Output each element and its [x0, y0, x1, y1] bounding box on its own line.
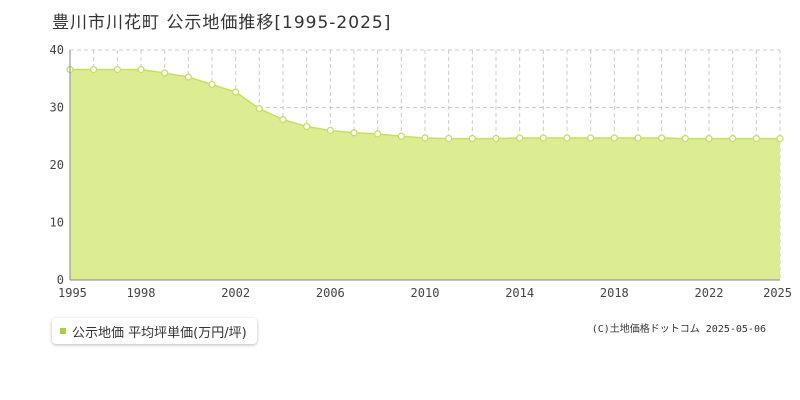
x-tick-label: 2006 — [316, 286, 345, 300]
y-tick-labels: 0 10 20 30 40 — [50, 43, 64, 287]
data-point — [279, 115, 287, 124]
data-point — [232, 88, 240, 96]
y-tick-label: 10 — [50, 216, 64, 230]
x-tick-label: 2022 — [695, 286, 724, 300]
series-markers — [66, 65, 784, 143]
x-tick-label: 2018 — [600, 286, 629, 300]
x-tick-label: 2014 — [505, 286, 534, 300]
data-point — [208, 80, 216, 89]
data-point — [184, 73, 192, 81]
data-point — [468, 134, 476, 143]
data-point — [634, 134, 642, 142]
chart-title: 豊川市川花町 公示地価推移[1995-2025] — [52, 13, 392, 33]
data-point — [776, 134, 784, 143]
x-tick-label: 1998 — [127, 286, 156, 300]
data-point — [705, 134, 713, 143]
data-point — [326, 126, 334, 135]
data-point — [445, 134, 453, 143]
data-point — [563, 134, 571, 142]
copyright-text: (C)土地価格ドットコム 2025-05-06 — [591, 324, 766, 335]
data-point — [303, 122, 311, 131]
x-tick-label: 1995 — [58, 286, 87, 300]
data-point — [587, 134, 595, 142]
data-point — [516, 134, 524, 142]
x-tick-label: 2010 — [411, 286, 440, 300]
x-tick-label: 2002 — [221, 286, 250, 300]
data-point — [492, 134, 500, 143]
y-tick-label: 20 — [50, 158, 64, 172]
data-point — [137, 65, 145, 74]
y-tick-label: 30 — [50, 101, 64, 115]
data-point — [658, 134, 666, 142]
data-point — [255, 105, 263, 113]
x-tick-label: 2025 — [763, 286, 792, 300]
data-point — [350, 129, 358, 137]
data-point — [161, 69, 169, 77]
x-tick-labels: 1995 1998 2002 2006 2010 2014 2018 2022 2025 — [58, 286, 792, 300]
data-point — [539, 134, 547, 142]
legend-swatch — [60, 328, 66, 334]
y-tick-label: 40 — [50, 43, 64, 57]
legend: 公示地価 平均坪単価(万円/坪) — [52, 318, 257, 344]
data-point — [421, 134, 429, 142]
data-point — [113, 65, 121, 74]
data-point — [752, 134, 760, 143]
y-tick-label: 0 — [57, 273, 64, 287]
data-point — [610, 134, 618, 142]
data-point — [374, 130, 382, 138]
legend-label: 公示地価 平均坪単価(万円/坪) — [72, 325, 247, 341]
data-point — [729, 134, 737, 143]
data-point — [397, 132, 405, 140]
series-area — [70, 69, 780, 280]
data-point — [90, 65, 98, 74]
data-point — [681, 134, 689, 143]
